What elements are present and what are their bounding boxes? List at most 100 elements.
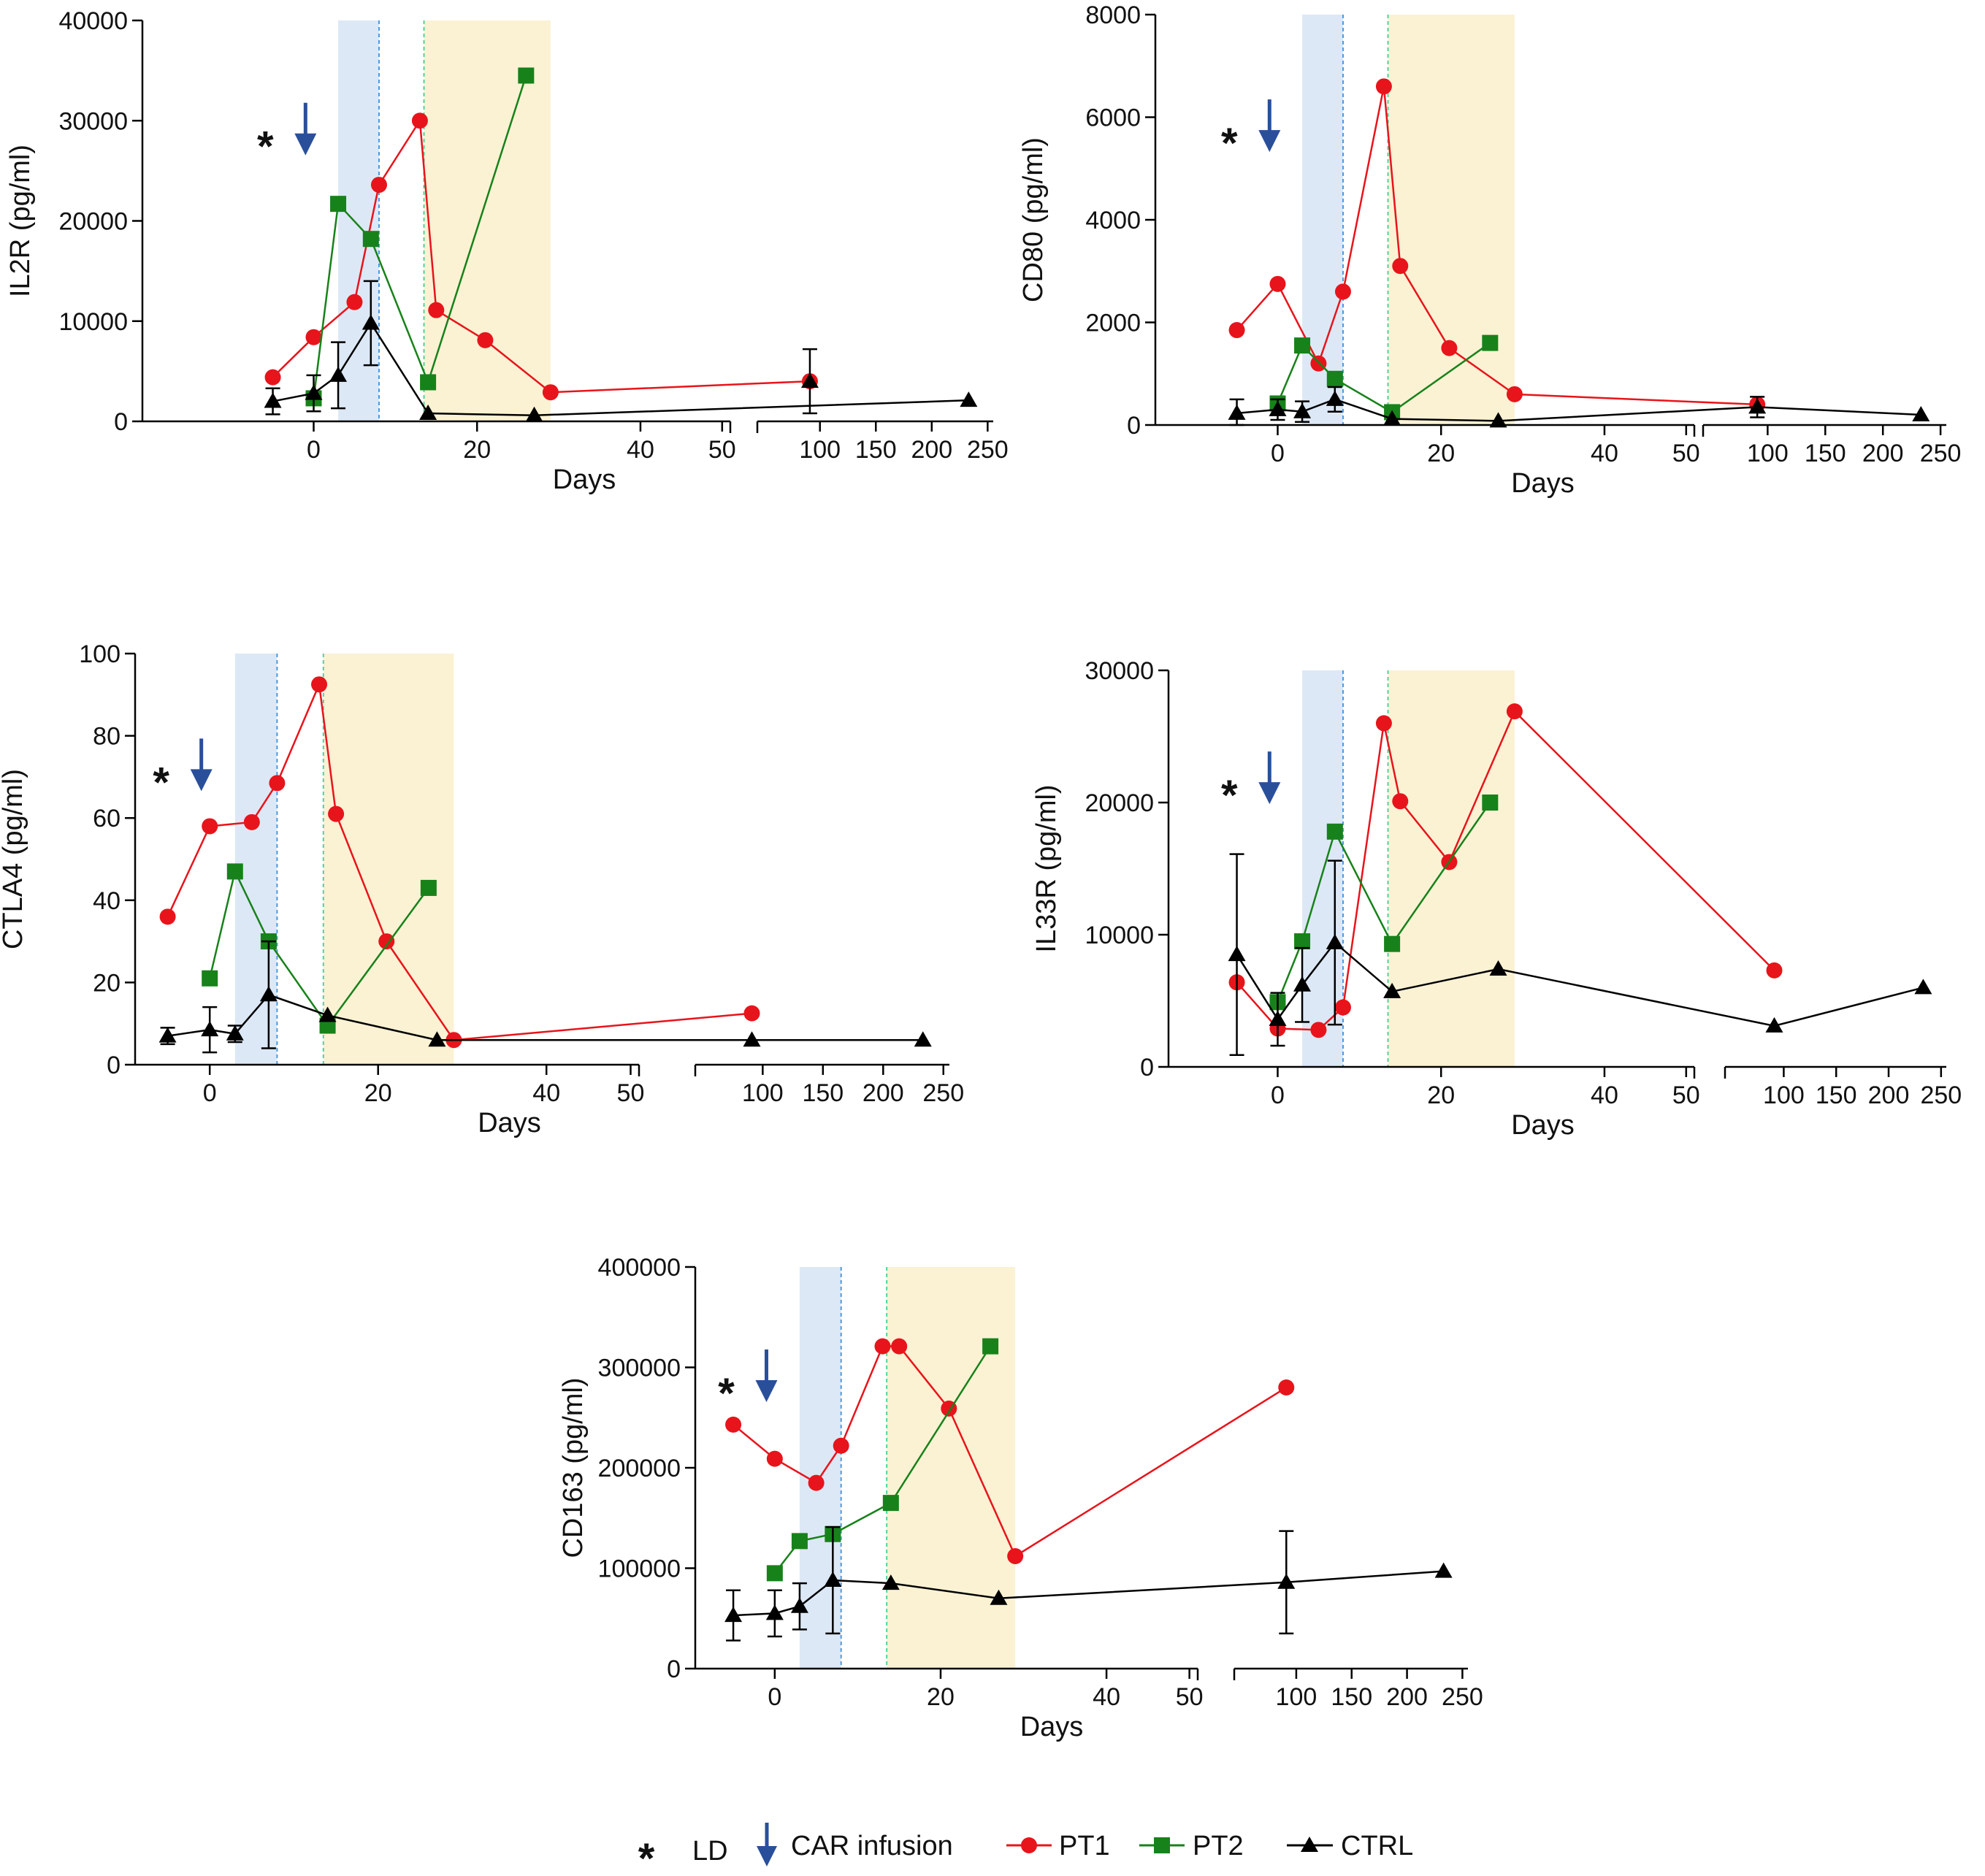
- x-tick-label: 250: [1920, 1081, 1962, 1109]
- pt1-point: [202, 818, 218, 835]
- ctrl-point: [1293, 976, 1312, 992]
- x-axis-label: Days: [478, 1108, 541, 1138]
- ctrl-point: [1914, 979, 1932, 995]
- x-tick-label: 50: [617, 1079, 645, 1107]
- arrow-head: [755, 1380, 778, 1402]
- pt1-series: [1228, 78, 1766, 413]
- pt1-point: [159, 908, 176, 925]
- ld-asterisk: *: [257, 123, 274, 171]
- pt1-point: [346, 294, 363, 310]
- ctrl-point: [1277, 1573, 1296, 1589]
- ctrl-point: [201, 1021, 219, 1037]
- lymphodepletion-band: [1302, 670, 1343, 1067]
- ctrl-point: [724, 1607, 743, 1623]
- legend: * LD CAR infusion PT1 PT2 CTRL: [638, 1823, 1413, 1876]
- y-tick-label: 20000: [1085, 789, 1154, 817]
- x-tick-label: 40: [532, 1079, 560, 1107]
- ctrl-point: [1489, 960, 1507, 976]
- chart-panel-4: 0 10000 20000 30000 0 20 40 50 100 150 200 250 Days I…: [1031, 657, 1962, 1141]
- legend-ctrl-label: CTRL: [1341, 1831, 1413, 1861]
- ctrl-point: [1765, 1017, 1783, 1033]
- yellow-band: [323, 654, 454, 1065]
- car-infusion-arrow-icon: [755, 1349, 778, 1402]
- x-tick-label: 0: [1271, 440, 1285, 467]
- x-tick-label: 40: [1591, 440, 1618, 467]
- ctrl-point: [305, 384, 323, 400]
- ctrl-point: [259, 986, 278, 1002]
- ctrl-point: [881, 1574, 900, 1590]
- arrow-head: [294, 133, 317, 156]
- x-tick-label: 50: [1672, 440, 1700, 467]
- pt2-point: [420, 374, 437, 391]
- pt1-point: [1375, 715, 1392, 732]
- ctrl-series: [264, 280, 978, 422]
- pt1-point: [1269, 275, 1286, 292]
- ctrl-point: [914, 1031, 932, 1047]
- y-tick-label: 0: [107, 1052, 121, 1079]
- ctrl-point: [1293, 402, 1312, 418]
- y-axis-label: IL33R (pg/ml): [1031, 784, 1062, 952]
- x-tick-label: 250: [967, 436, 1009, 464]
- ctrl-point: [264, 392, 282, 408]
- x-tick-label: 50: [1176, 1683, 1204, 1711]
- pt1-point: [411, 112, 428, 129]
- ctrl-point: [1912, 405, 1930, 421]
- x-tick-label: 40: [1591, 1081, 1618, 1109]
- arrow-icon: [757, 1823, 777, 1867]
- pt1-point: [305, 329, 322, 345]
- pt1-point: [269, 775, 286, 792]
- yellow-band: [887, 1267, 1016, 1669]
- pt2-point: [1482, 334, 1499, 351]
- y-axis-label: CD80 (pg/ml): [1018, 137, 1049, 302]
- x-tick-label: 200: [1386, 1683, 1428, 1711]
- y-tick-label: 80: [93, 723, 121, 751]
- y-tick-label: 0: [1127, 412, 1141, 440]
- pt1-point: [428, 302, 445, 318]
- pt1-point: [328, 805, 345, 822]
- x-axis-label: Days: [1020, 1712, 1084, 1742]
- ctrl-point: [158, 1027, 177, 1043]
- x-tick-label: 20: [463, 436, 491, 464]
- pt1-point: [378, 933, 395, 950]
- pt2-series: [1269, 795, 1499, 1011]
- car-infusion-arrow-icon: [190, 738, 213, 792]
- pt2-point: [882, 1495, 899, 1512]
- ctrl-point: [765, 1604, 784, 1620]
- pt2-point: [202, 970, 218, 987]
- ctrl-point: [1228, 404, 1246, 420]
- x-tick-label: 100: [1747, 440, 1789, 467]
- pt1-series: [1228, 703, 1783, 1038]
- x-tick-label: 250: [1920, 440, 1962, 467]
- pt1-point: [1441, 340, 1458, 356]
- lymphodepletion-band: [338, 20, 379, 421]
- pt2-point: [518, 67, 535, 84]
- x-tick-label: 100: [742, 1079, 784, 1107]
- ctrl-point: [419, 405, 437, 421]
- pt1-point: [1506, 703, 1523, 720]
- pt1-point: [1228, 322, 1245, 339]
- pt2-series: [1269, 334, 1499, 421]
- legend-car-label: CAR infusion: [791, 1831, 953, 1861]
- ctrl-point: [960, 391, 978, 407]
- pt1-point: [725, 1416, 742, 1433]
- pt2-point: [1326, 823, 1343, 840]
- x-tick-label: 50: [708, 436, 736, 464]
- x-tick-label: 40: [627, 436, 654, 464]
- ctrl-series: [724, 1525, 1453, 1642]
- lymphodepletion-band: [799, 1267, 841, 1669]
- pt1-point: [311, 676, 328, 693]
- x-tick-label: 20: [1427, 1081, 1455, 1109]
- x-tick-label: 0: [203, 1079, 217, 1107]
- y-tick-label: 100: [79, 640, 121, 668]
- pt1-point: [370, 177, 387, 194]
- ctrl-point: [1748, 398, 1767, 414]
- ctrl-point: [1383, 410, 1401, 426]
- ctrl-point: [1326, 390, 1344, 406]
- y-tick-label: 20000: [58, 208, 128, 236]
- x-tick-label: 20: [1427, 440, 1455, 467]
- pt1-point: [891, 1338, 908, 1355]
- x-tick-label: 0: [768, 1683, 781, 1711]
- ld-asterisk: *: [1221, 120, 1238, 167]
